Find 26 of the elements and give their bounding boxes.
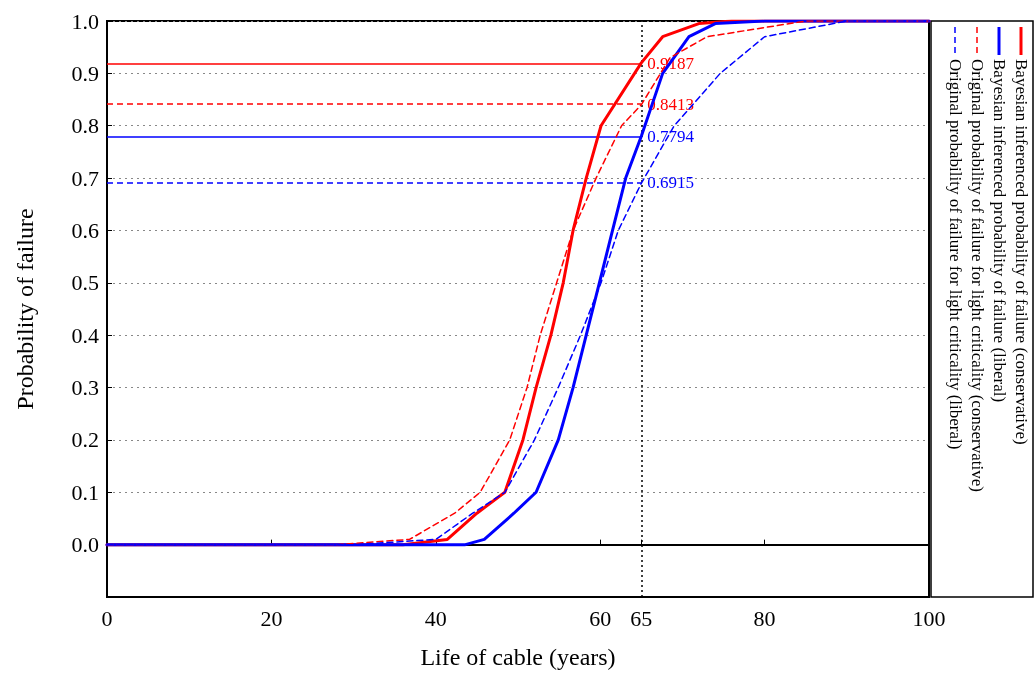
y-tick-label: 0.5: [71, 270, 99, 296]
legend-label: Bayesian inferenced probability of failure (liberal): [989, 59, 1009, 403]
x-tick-label: 100: [912, 605, 946, 631]
y-tick-label: 0.1: [71, 479, 99, 505]
y-tick-label: 0.0: [71, 532, 99, 558]
x-tick-label: 60: [589, 605, 612, 631]
y-tick-label: 0.9: [71, 60, 99, 86]
x-tick-label: 0: [101, 605, 113, 631]
y-tick-label: 0.3: [71, 375, 99, 401]
x-tick-label: 20: [260, 605, 283, 631]
legend-label: Original probability of failure for light criticality (conservative): [967, 59, 987, 492]
legend-label: Bayesian inferenced probability of failure (conservative): [1011, 59, 1031, 445]
y-tick-label: 0.6: [71, 217, 99, 243]
y-tick-label: 0.7: [71, 165, 99, 191]
ref-line-label: 0.7794: [647, 127, 695, 147]
x-axis-title: Life of cable (years): [420, 644, 616, 670]
x-tick-label: 40: [424, 605, 447, 631]
y-tick-label: 0.2: [71, 427, 99, 453]
y-tick-label: 0.8: [71, 113, 99, 139]
y-axis-title: Probability of failure: [12, 208, 38, 410]
x-tick-label: 65: [630, 605, 653, 631]
ref-line-label: 0.6915: [647, 173, 695, 193]
y-tick-label: 0.4: [71, 322, 99, 348]
x-tick-label: 80: [753, 605, 776, 631]
legend-label: Original probability of failure for light criticality (liberal): [945, 59, 965, 450]
y-tick-label: 1.0: [71, 8, 99, 34]
